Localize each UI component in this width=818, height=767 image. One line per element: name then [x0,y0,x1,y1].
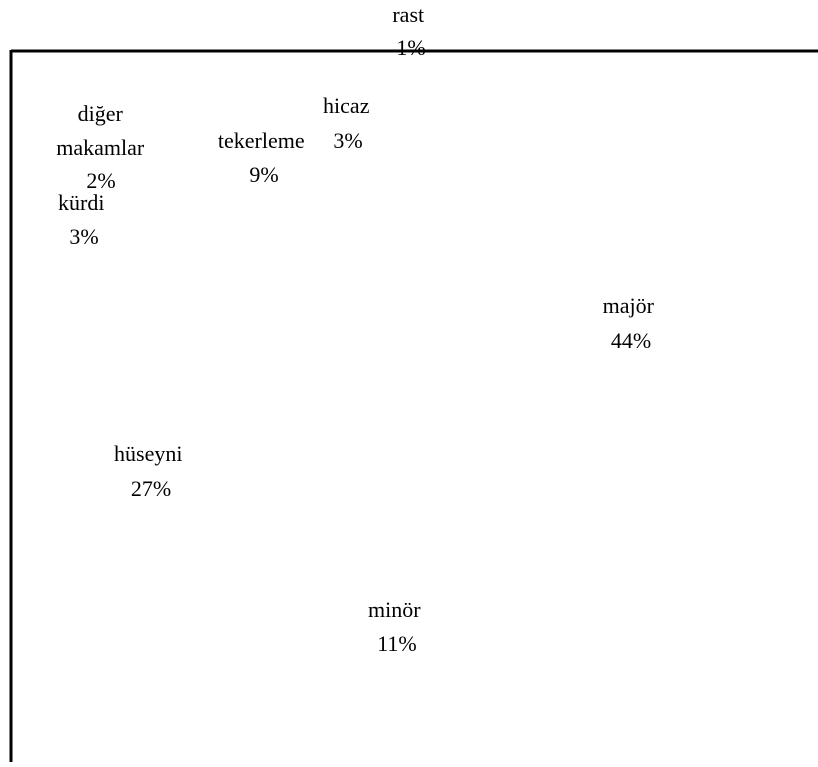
slice-label-kurdi: kürdi 3% [58,190,110,249]
slice-percent-minor: 11% [377,631,417,656]
slice-name-kurdi: kürdi [58,190,104,215]
slice-name-minor: minör [368,597,421,622]
slice-label-diger: diğer makamlar 2% [56,101,149,193]
slice-name-major: majör [603,293,655,318]
slice-percent-tekerleme: 9% [249,162,278,187]
slice-name-huseyni: hüseyni [114,441,182,466]
slice-name-hicaz: hicaz [323,93,370,118]
slice-name-diger-line1: diğer [78,101,124,126]
slice-percent-diger: 2% [86,168,115,193]
slice-percent-kurdi: 3% [69,224,98,249]
slice-percent-rast: 1% [396,35,425,60]
slice-percent-hicaz: 3% [333,128,362,153]
slice-label-tekerleme: tekerleme 9% [218,128,310,187]
slice-label-major: majör 44% [603,293,660,353]
slice-name-rast: rast [392,2,424,27]
slice-name-tekerleme: tekerleme [218,128,305,153]
slice-percent-major: 44% [611,328,651,353]
slice-label-huseyni: hüseyni 27% [114,441,188,501]
slice-label-hicaz: hicaz 3% [323,93,375,153]
slice-label-minor: minör 11% [368,597,426,656]
slice-label-rast: rast 1% [392,2,429,60]
slice-percent-huseyni: 27% [131,476,171,501]
slice-name-diger-line2: makamlar [56,135,145,160]
